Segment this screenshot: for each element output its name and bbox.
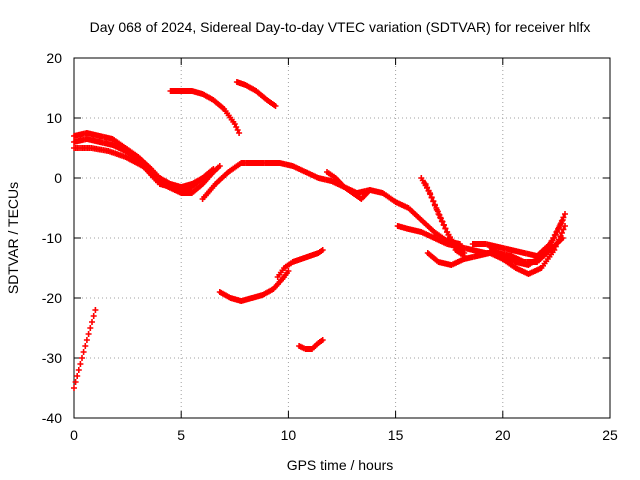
data-points — [324, 169, 373, 202]
x-tick-label: 10 — [281, 427, 297, 443]
y-tick-label: -30 — [42, 350, 62, 366]
x-tick-label: 15 — [388, 427, 404, 443]
x-tick-label: 20 — [495, 427, 511, 443]
y-tick-label: -20 — [42, 290, 62, 306]
series-track-9 — [216, 268, 292, 304]
data-points — [167, 88, 243, 136]
series-track-14 — [422, 181, 468, 259]
x-tick-label: 0 — [70, 427, 78, 443]
x-tick-label: 5 — [177, 427, 185, 443]
series-group — [71, 79, 568, 391]
series-track-11 — [296, 337, 326, 352]
data-points — [71, 307, 99, 391]
data-points — [486, 211, 568, 268]
series-track-15 — [424, 223, 568, 277]
chart-title: Day 068 of 2024, Sidereal Day-to-day VTE… — [90, 19, 591, 35]
x-tick-label: 25 — [602, 427, 618, 443]
series-track-4 — [71, 145, 223, 196]
y-tick-label: 0 — [54, 170, 62, 186]
axis-ticks — [73, 57, 611, 419]
series-track-1 — [71, 307, 99, 391]
y-tick-label: 10 — [46, 110, 62, 126]
series-track-10 — [274, 247, 326, 280]
series-track-17 — [486, 211, 568, 268]
y-tick-label: -10 — [42, 230, 62, 246]
x-axis-label: GPS time / hours — [287, 457, 394, 473]
data-points — [274, 247, 326, 280]
data-points — [233, 79, 279, 109]
y-tick-label: 20 — [46, 50, 62, 66]
data-points — [71, 145, 223, 196]
series-track-8 — [233, 79, 279, 109]
axis-tick-labels: 0 5 10 15 20 25 -40 -30 -20 -10 0 10 20 — [42, 50, 618, 443]
data-points — [216, 268, 292, 304]
data-points — [424, 223, 568, 277]
series-track-6 — [324, 169, 373, 202]
data-points — [296, 337, 326, 352]
grid — [74, 58, 610, 418]
series-track-7 — [167, 88, 243, 136]
y-tick-label: -40 — [42, 410, 62, 426]
y-axis-label: SDTVAR / TECUs — [5, 182, 21, 294]
data-points — [422, 181, 468, 259]
